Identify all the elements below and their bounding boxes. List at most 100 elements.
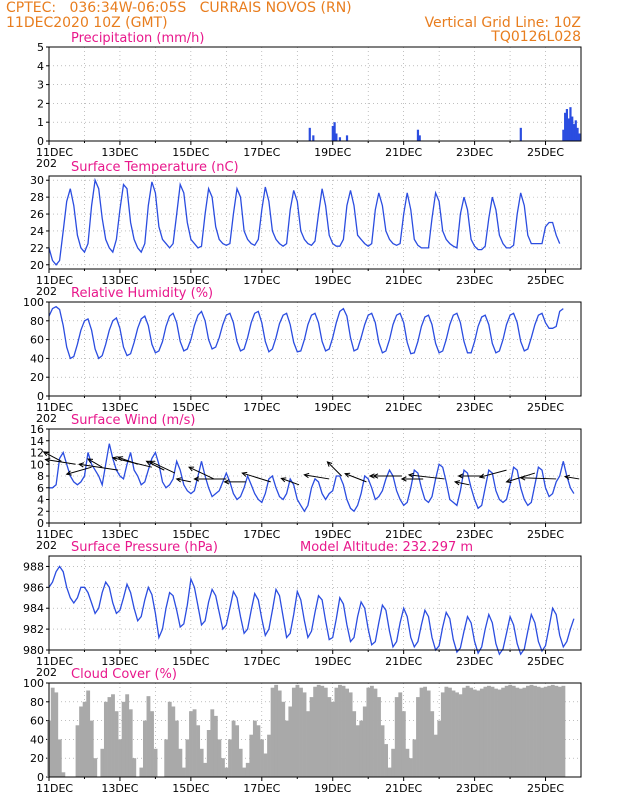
cloud-bar [515,687,520,777]
precip-bar [416,129,420,141]
precip-bar [308,127,311,141]
cloud-bar [448,687,452,777]
precip-bar [576,127,579,141]
y-tick-label: 16 [30,423,44,436]
cloud-bar [501,687,506,777]
year-label: 202 [36,539,57,552]
wind-vector [520,477,557,480]
wind-vector [149,460,176,474]
wind-vector-head [65,470,72,476]
y-tick-label: 80 [30,696,44,709]
cloud-bar [366,687,371,777]
rh-plot-frame [48,301,582,397]
precip-bar [564,112,567,141]
year-label: 202 [36,666,57,679]
precip-bar [418,135,421,141]
cloud-bar [189,711,193,777]
year-label: 202 [36,285,57,298]
cloud-bar [536,686,541,777]
cloud-bar [164,739,169,777]
y-tick-label: 8 [37,470,44,483]
wind-plot-frame [48,428,582,524]
cloud-bar [288,706,293,777]
cloud-bar [504,685,509,777]
precip-title: Precipitation (mm/h) [71,31,204,46]
precip-bar [333,122,336,141]
cloud-bar [391,748,396,777]
cloud-bar [277,690,282,777]
cloud-bar [103,701,108,777]
y-tick-label: 988 [23,560,44,573]
cloud-bar [458,694,463,777]
cloud-bar [479,688,484,777]
x-tick-label: 17DEC [243,655,280,668]
x-tick-label: 15DEC [172,528,209,541]
cloud-bar [348,692,353,777]
y-tick-label: 60 [30,715,44,728]
y-tick-label: 80 [30,315,44,328]
wind-vector [479,469,507,478]
wind-vector [87,458,103,468]
cloud-bar [355,725,360,777]
precip-bar [331,125,334,141]
wind-vector-head [457,473,464,479]
x-tick-label: 15DEC [172,146,209,159]
y-tick-label: 12 [30,447,44,460]
cloud-bar [557,686,562,777]
wind-vector [408,474,445,480]
cloud-bar [217,739,222,777]
temp-plot-frame [48,175,582,270]
x-tick-label: 23DEC [456,655,493,668]
wind-vector [242,472,271,483]
x-tick-label: 13DEC [101,782,138,795]
y-tick-label: 24 [30,225,44,238]
y-tick-label: 0 [37,390,44,403]
y-tick-label: 10 [30,458,44,471]
model-altitude: Model Altitude: 232.297 m [300,540,473,555]
cloud-bar [469,687,474,777]
cloud-bar [114,711,119,777]
y-tick-label: 60 [30,334,44,347]
wind-series-line [49,443,575,513]
wind-vector-head [223,479,230,485]
x-tick-label: 11DEC [36,146,73,159]
cloud-bar [511,685,516,777]
cloud-bar [100,748,105,777]
y-tick-label: 4 [37,494,44,507]
y-tick-label: 2 [37,97,44,110]
wind-vector [188,466,215,480]
x-tick-label: 19DEC [314,274,351,287]
y-tick-label: 5 [37,41,44,54]
cloud-bar [89,720,94,777]
rh-series-line [48,305,564,360]
pres-title: Surface Pressure (hPa) [71,540,218,555]
y-tick-label: 982 [23,623,44,636]
cloud-bar [369,685,374,777]
precip-bar [572,124,576,141]
x-tick-label: 21DEC [385,782,422,795]
cloud-bar [327,697,332,777]
cloud-bar [86,690,91,777]
y-tick-label: 100 [23,296,44,309]
wind-title: Surface Wind (m/s) [71,413,195,428]
cloud-bar [508,684,513,777]
wind-vector-head [519,475,526,481]
cloud-bar [238,748,243,777]
cloud-bar [483,686,488,777]
cloud-bar [79,706,83,777]
cloud-bar [245,762,250,777]
cloud-bar [118,739,123,777]
x-tick-label: 19DEC [314,782,351,795]
cloud-bar [61,772,66,777]
station-header: CPTEC: 036:34W-06:05S CURRAIS NOVOS (RN) [6,0,352,16]
run-time-header: 11DEC2020 10Z (GMT) [6,15,168,31]
x-tick-label: 23DEC [456,274,493,287]
pres-plot-frame [48,555,582,651]
wind-vector-head [87,458,94,464]
precip-bar [312,135,315,141]
cloud-bar [260,739,264,777]
x-tick-label: 21DEC [385,274,422,287]
wind-vector [304,474,330,480]
cloud-bar [249,734,254,777]
cloud-bar [203,762,208,777]
